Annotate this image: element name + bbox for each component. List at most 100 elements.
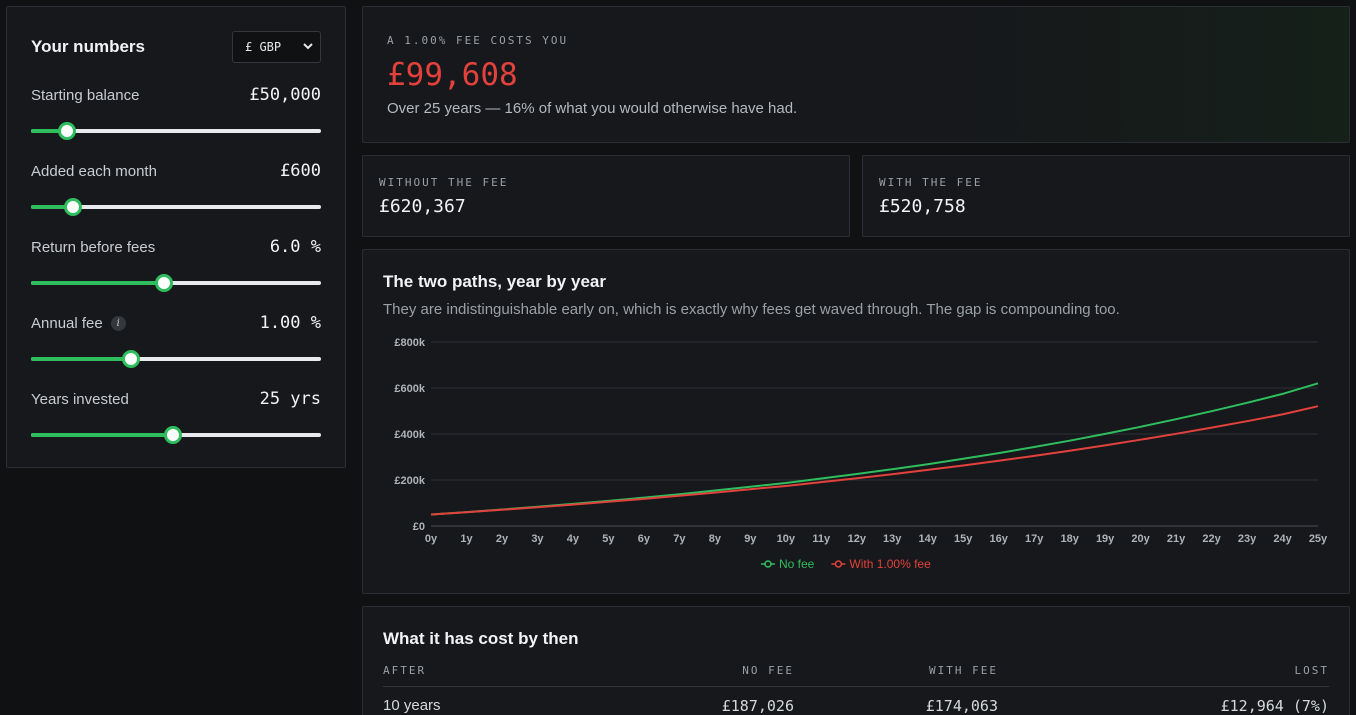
starting-balance-value: £50,000 — [249, 85, 321, 105]
slider-fill — [31, 357, 132, 361]
starting-balance-label-text: Starting balance — [31, 87, 140, 104]
table-header-no-fee: NO FEE — [742, 664, 794, 677]
y-tick-label: £400k — [394, 429, 425, 441]
table-title: What it has cost by then — [383, 629, 579, 648]
table-header-with-fee: WITH FEE — [929, 664, 998, 677]
table-cell-after: 10 years — [383, 697, 441, 714]
annual-fee-label: Annual fee i — [31, 315, 126, 332]
inputs-title: Your numbers — [31, 37, 145, 56]
return-slider[interactable] — [31, 274, 321, 292]
x-tick-label: 19y — [1096, 533, 1115, 545]
monthly-added-slider[interactable] — [31, 198, 321, 216]
x-tick-label: 3y — [531, 533, 544, 545]
x-tick-label: 23y — [1238, 533, 1257, 545]
x-tick-label: 22y — [1202, 533, 1221, 545]
x-tick-label: 12y — [848, 533, 867, 545]
monthly-added-value: £600 — [280, 161, 321, 181]
x-tick-label: 0y — [425, 533, 438, 545]
x-tick-label: 18y — [1060, 533, 1079, 545]
monthly-added-label: Added each month — [31, 163, 157, 180]
fee-cost-note: Over 25 years — 16% of what you would ot… — [387, 100, 798, 117]
without-fee-card: WITHOUT THE FEE £620,367 — [362, 155, 850, 237]
table-cell-lost: £12,964 (7%) — [1220, 697, 1329, 715]
slider-thumb[interactable] — [122, 350, 141, 368]
return-label: Return before fees — [31, 239, 155, 256]
inputs-panel: Your numbers £ GBP Starting balance £50,… — [6, 6, 346, 468]
table-cell-with-fee: £174,063 — [925, 697, 998, 715]
x-tick-label: 15y — [954, 533, 973, 545]
fee-cost-summary: A 1.00% FEE COSTS YOU £99,608 Over 25 ye… — [362, 6, 1350, 143]
series-line-with-fee — [430, 405, 1319, 516]
x-tick-label: 8y — [709, 533, 722, 545]
slider-thumb[interactable] — [155, 274, 174, 292]
chevron-down-icon — [303, 43, 313, 50]
slider-fill — [31, 281, 165, 285]
monthly-added-label-text: Added each month — [31, 163, 157, 180]
x-tick-label: 25y — [1309, 533, 1328, 545]
growth-chart-panel: The two paths, year by year They are ind… — [362, 249, 1350, 594]
annual-fee-label-text: Annual fee — [31, 315, 103, 332]
x-tick-label: 14y — [919, 533, 938, 545]
legend-marker-dot — [834, 560, 843, 568]
annual-fee-value: 1.00 % — [259, 313, 321, 333]
growth-chart: £0 £200k £400k £600k £800k 0y 1y 2y 3y 4y 5y 6y 7y 8y… — [394, 337, 1328, 571]
x-tick-label: 11y — [812, 533, 831, 545]
slider-track — [31, 205, 321, 209]
legend-no-fee: No fee — [779, 557, 815, 571]
slider-thumb[interactable] — [164, 426, 183, 444]
annual-fee-slider[interactable] — [31, 350, 321, 368]
slider-track — [31, 281, 321, 285]
chart-title: The two paths, year by year — [383, 272, 606, 291]
starting-balance-slider[interactable] — [31, 122, 321, 140]
y-tick-label: £0 — [413, 521, 425, 533]
slider-fill — [31, 205, 74, 209]
with-fee-card: WITH THE FEE £520,758 — [862, 155, 1350, 237]
y-tick-label: £200k — [394, 475, 425, 487]
with-fee-label: WITH THE FEE — [879, 176, 983, 189]
x-tick-label: 4y — [567, 533, 580, 545]
currency-select-value: £ GBP — [245, 40, 282, 54]
x-tick-label: 6y — [638, 533, 651, 545]
slider-fill — [31, 129, 68, 133]
years-label: Years invested — [31, 391, 129, 408]
cost-table-panel: What it has cost by then AFTER NO FEE WI… — [362, 606, 1350, 715]
table-header-lost: LOST — [1294, 664, 1329, 677]
years-value: 25 yrs — [259, 389, 321, 409]
chart-subtitle: They are indistinguishable early on, whi… — [383, 301, 1120, 318]
x-tick-label: 5y — [602, 533, 615, 545]
slider-thumb[interactable] — [58, 122, 77, 140]
fee-cost-value: £99,608 — [387, 57, 518, 93]
x-tick-label: 20y — [1131, 533, 1150, 545]
x-tick-label: 17y — [1025, 533, 1044, 545]
x-tick-label: 10y — [777, 533, 796, 545]
table-header-after: AFTER — [383, 664, 427, 677]
slider-fill — [31, 433, 174, 437]
currency-select[interactable]: £ GBP — [232, 31, 321, 63]
return-label-text: Return before fees — [31, 239, 156, 256]
legend-with-fee: With 1.00% fee — [849, 557, 931, 571]
x-tick-label: 2y — [496, 533, 509, 545]
slider-track — [31, 129, 321, 133]
slider-track — [31, 357, 321, 361]
years-label-text: Years invested — [31, 391, 129, 408]
y-tick-label: £600k — [394, 383, 425, 395]
starting-balance-label: Starting balance — [31, 87, 139, 104]
legend-marker-dot — [764, 560, 772, 568]
fee-cost-eyebrow: A 1.00% FEE COSTS YOU — [387, 34, 569, 47]
with-fee-value: £520,758 — [879, 196, 966, 217]
y-tick-label: £800k — [394, 337, 425, 349]
without-fee-value: £620,367 — [379, 196, 466, 217]
x-tick-label: 1y — [460, 533, 473, 545]
slider-thumb[interactable] — [64, 198, 83, 216]
years-slider[interactable] — [31, 426, 321, 444]
table-cell-no-fee: £187,026 — [721, 697, 794, 715]
x-tick-label: 9y — [744, 533, 757, 545]
x-tick-label: 21y — [1167, 533, 1186, 545]
x-tick-label: 7y — [673, 533, 686, 545]
x-tick-label: 16y — [990, 533, 1009, 545]
x-tick-label: 24y — [1273, 533, 1292, 545]
return-value: 6.0 % — [269, 237, 321, 257]
info-icon[interactable]: i — [110, 316, 126, 331]
without-fee-label: WITHOUT THE FEE — [379, 176, 509, 189]
table-divider — [383, 686, 1329, 687]
